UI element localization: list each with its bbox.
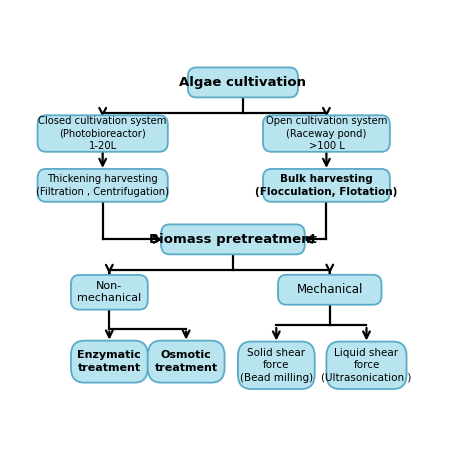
- Text: Bulk harvesting
(Flocculation, Flotation): Bulk harvesting (Flocculation, Flotation…: [255, 174, 398, 197]
- FancyBboxPatch shape: [263, 169, 390, 202]
- Text: Open cultivation system
(Raceway pond)
>100 L: Open cultivation system (Raceway pond) >…: [266, 116, 387, 151]
- FancyBboxPatch shape: [238, 342, 315, 389]
- Text: Algae cultivation: Algae cultivation: [180, 76, 306, 89]
- FancyBboxPatch shape: [37, 169, 168, 202]
- Text: Thickening harvesting
(Filtration , Centrifugation): Thickening harvesting (Filtration , Cent…: [36, 174, 169, 197]
- Text: Mechanical: Mechanical: [297, 283, 363, 296]
- FancyBboxPatch shape: [327, 342, 407, 389]
- FancyBboxPatch shape: [188, 67, 298, 97]
- Text: Biomass pretreatment: Biomass pretreatment: [149, 233, 317, 246]
- Text: Liquid shear
force
(Ultrasonication ): Liquid shear force (Ultrasonication ): [321, 348, 412, 383]
- Text: Non-
mechanical: Non- mechanical: [77, 281, 141, 303]
- FancyBboxPatch shape: [148, 341, 225, 383]
- Text: Osmotic
treatment: Osmotic treatment: [155, 350, 218, 373]
- Text: Solid shear
force
(Bead milling): Solid shear force (Bead milling): [240, 348, 313, 383]
- Text: Enzymatic
treatment: Enzymatic treatment: [77, 350, 141, 373]
- FancyBboxPatch shape: [71, 275, 148, 310]
- FancyBboxPatch shape: [71, 341, 148, 383]
- FancyBboxPatch shape: [278, 275, 382, 305]
- FancyBboxPatch shape: [161, 224, 305, 255]
- Text: Closed cultivation system
(Photobioreactor)
1-20L: Closed cultivation system (Photobioreact…: [38, 116, 167, 151]
- FancyBboxPatch shape: [263, 115, 390, 152]
- FancyBboxPatch shape: [37, 115, 168, 152]
